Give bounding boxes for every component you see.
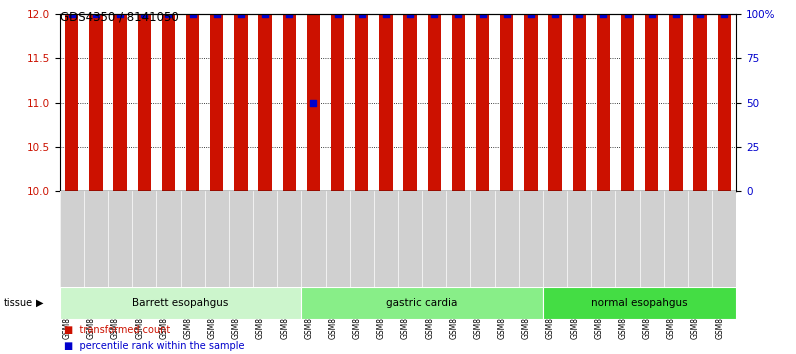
Bar bbox=[621, 0, 634, 191]
Point bbox=[718, 11, 731, 17]
Bar bbox=[89, 0, 103, 191]
Bar bbox=[525, 0, 537, 191]
Point bbox=[331, 11, 344, 17]
Point bbox=[235, 11, 248, 17]
Bar bbox=[548, 0, 562, 191]
Bar bbox=[302, 287, 543, 319]
Point bbox=[693, 11, 706, 17]
Bar bbox=[476, 0, 490, 191]
Bar bbox=[60, 287, 302, 319]
Text: GDS4350 / 8141050: GDS4350 / 8141050 bbox=[60, 11, 178, 24]
Point bbox=[646, 11, 658, 17]
Point bbox=[210, 11, 223, 17]
Point bbox=[186, 11, 199, 17]
Point bbox=[404, 11, 416, 17]
Point bbox=[162, 11, 175, 17]
Text: ▶: ▶ bbox=[36, 298, 43, 308]
Bar bbox=[234, 0, 248, 191]
Point bbox=[548, 11, 561, 17]
Bar bbox=[65, 0, 79, 191]
Bar bbox=[210, 0, 224, 191]
Bar bbox=[355, 0, 369, 191]
Point bbox=[428, 11, 441, 17]
Text: tissue: tissue bbox=[4, 298, 33, 308]
Point bbox=[90, 11, 103, 17]
Bar bbox=[597, 0, 610, 191]
Bar bbox=[427, 0, 441, 191]
Bar bbox=[645, 0, 658, 191]
Point bbox=[65, 11, 78, 17]
Point bbox=[355, 11, 368, 17]
Point bbox=[114, 11, 127, 17]
Text: ■  transformed count: ■ transformed count bbox=[64, 325, 170, 335]
Bar bbox=[572, 0, 586, 191]
Point bbox=[452, 11, 465, 17]
Bar bbox=[186, 0, 199, 191]
Point bbox=[573, 11, 586, 17]
Bar bbox=[404, 0, 417, 191]
Bar bbox=[259, 0, 271, 191]
Bar bbox=[543, 287, 736, 319]
Text: ■  percentile rank within the sample: ■ percentile rank within the sample bbox=[64, 341, 244, 351]
Point bbox=[259, 11, 271, 17]
Point bbox=[283, 11, 295, 17]
Text: gastric cardia: gastric cardia bbox=[387, 298, 458, 308]
Point bbox=[380, 11, 392, 17]
Bar bbox=[283, 0, 296, 191]
Point bbox=[501, 11, 513, 17]
Bar bbox=[379, 0, 392, 191]
Point bbox=[476, 11, 489, 17]
Point bbox=[525, 11, 537, 17]
Bar bbox=[162, 0, 175, 191]
Text: Barrett esopahgus: Barrett esopahgus bbox=[132, 298, 228, 308]
Bar bbox=[717, 0, 731, 191]
Text: normal esopahgus: normal esopahgus bbox=[591, 298, 688, 308]
Point bbox=[621, 11, 634, 17]
Point bbox=[138, 11, 150, 17]
Bar bbox=[331, 0, 344, 191]
Bar bbox=[138, 0, 151, 191]
Bar bbox=[669, 0, 682, 191]
Point bbox=[597, 11, 610, 17]
Bar bbox=[500, 0, 513, 191]
Point bbox=[669, 11, 682, 17]
Bar bbox=[114, 0, 127, 191]
Point bbox=[307, 100, 320, 105]
Bar bbox=[693, 0, 707, 191]
Bar bbox=[452, 0, 465, 191]
Bar bbox=[306, 0, 320, 191]
